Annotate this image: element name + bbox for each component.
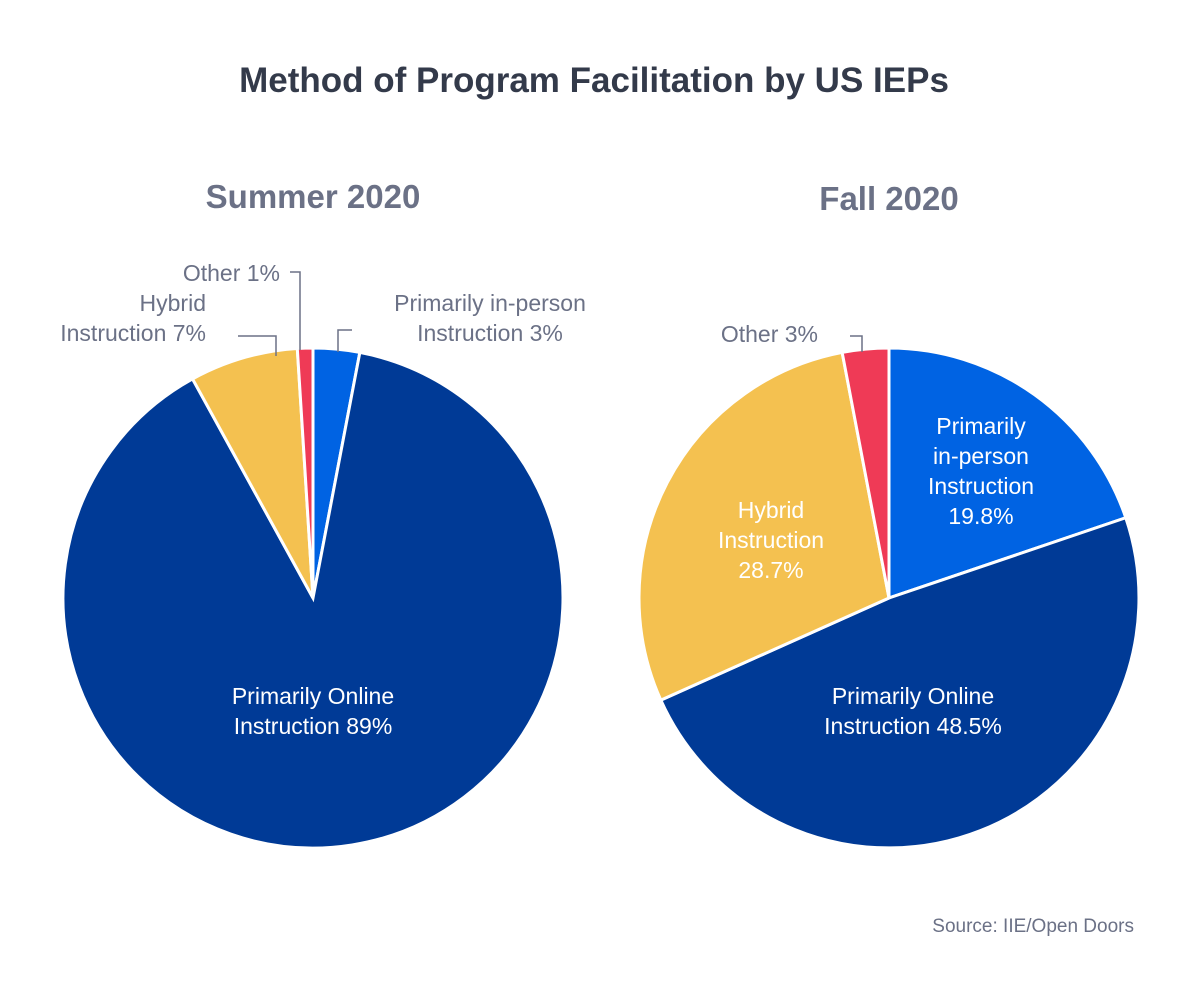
summer-2020-label-hybrid-line: Hybrid <box>140 290 206 316</box>
chart-title: Method of Program Facilitation by US IEP… <box>239 61 949 100</box>
fall-2020-slice-hybrid <box>637 350 891 703</box>
fall-2020-label-hybrid-line: Hybrid <box>738 497 804 523</box>
fall-2020-label-hybrid-line: 28.7% <box>738 557 803 583</box>
summer-2020-label-primarily-in-person: Primarily in-person Instruction 3% <box>394 290 586 346</box>
fall-2020-label-primarily-online-line: Primarily Online <box>832 683 994 709</box>
fall-2020-label-primarily-in-person-line: in-person <box>933 443 1029 469</box>
summer-2020-label-other-line: Other 1% <box>183 260 280 286</box>
fall-2020-label-primarily-online: Primarily Online Instruction 48.5% <box>824 683 1002 739</box>
summer-chart-title: Summer 2020 <box>206 178 421 215</box>
fall-2020-label-hybrid: Hybrid Instruction 28.7% <box>718 497 824 583</box>
fall-2020-label-primarily-in-person-line: 19.8% <box>948 503 1013 529</box>
fall-2020-label-primarily-in-person: Primarily in-person Instruction 19.8% <box>928 413 1034 529</box>
summer-2020-label-hybrid: Hybrid Instruction 7% <box>60 290 206 346</box>
source-note: Source: IIE/Open Doors <box>932 916 1134 937</box>
fall-2020-pie: Primarily in-person Instruction 19.8%Primar… <box>637 321 1141 850</box>
fall-2020-label-hybrid-line: Instruction <box>718 527 824 553</box>
summer-2020-label-primarily-in-person-line: Primarily in-person <box>394 290 586 316</box>
summer-2020-slice-other <box>295 346 315 599</box>
fall-2020-leader-other <box>850 335 863 352</box>
fall-2020-slice-other <box>840 346 891 599</box>
summer-2020-leader-primarily-in-person <box>337 329 352 352</box>
summer-2020-label-primarily-online-line: Instruction 89% <box>234 713 393 739</box>
summer-2020-leader-hybrid <box>238 335 277 356</box>
fall-2020-slice-primarily-in-person <box>887 346 1128 601</box>
fall-2020-label-primarily-in-person-line: Primarily <box>936 413 1026 439</box>
summer-2020-label-primarily-in-person-line: Instruction 3% <box>417 320 563 346</box>
fall-chart-title: Fall 2020 <box>819 180 958 217</box>
summer-2020-slice-hybrid <box>190 346 315 599</box>
summer-2020-label-other: Other 1% <box>183 260 280 286</box>
summer-2020-label-primarily-online: Primarily Online Instruction 89% <box>232 683 394 739</box>
fall-2020-label-other-line: Other 3% <box>721 321 818 347</box>
fall-2020-label-primarily-online-line: Instruction 48.5% <box>824 713 1002 739</box>
fall-2020-label-primarily-in-person-line: Instruction <box>928 473 1034 499</box>
fall-2020-label-other: Other 3% <box>721 321 818 347</box>
summer-2020-label-primarily-online-line: Primarily Online <box>232 683 394 709</box>
summer-2020-label-hybrid-line: Instruction 7% <box>60 320 206 346</box>
fall-2020-slice-primarily-online <box>658 515 1141 850</box>
summer-2020-pie: Primarily in-person Instruction 3%Primari… <box>60 260 586 850</box>
summer-2020-slice-primarily-online <box>61 350 565 850</box>
summer-2020-leader-other <box>290 271 301 350</box>
